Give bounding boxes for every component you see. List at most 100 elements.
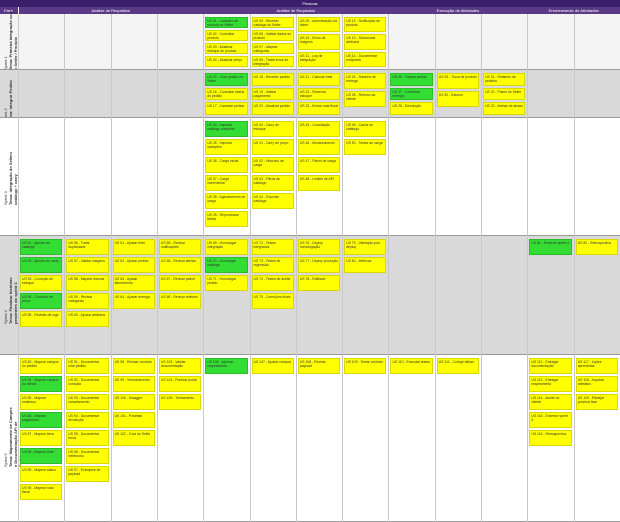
card: US 37 - Carga incremental	[205, 175, 248, 191]
card: US 44 - Exportar catálogo	[251, 193, 294, 209]
card: US 108 - Revisar payload	[297, 358, 341, 374]
sprint-theme: Tema: Primeira integração com o Seller /…	[8, 10, 18, 70]
group-header: Execução de Atividades	[436, 8, 480, 13]
card: US 109 - Testar contrato	[344, 358, 387, 374]
card: US 12 - Notificação de produto	[344, 17, 387, 33]
card: US 18 - Receber pedido	[251, 73, 294, 86]
card: US 20 - Atualizar pedido	[251, 102, 294, 115]
card: US 75 - Correções finais	[251, 293, 294, 309]
column-divider	[434, 14, 436, 522]
card: US 80 - Métricas	[344, 257, 387, 273]
card: US 25 - Retorno ao cliente	[344, 91, 387, 107]
card: US 119 - Planejar próxima fase	[575, 394, 618, 410]
card: US 94 - Documentar devolução	[66, 412, 109, 428]
board-title: Pessoas	[302, 1, 318, 6]
card: US 06 - Validar dados do produto	[251, 30, 294, 41]
column-divider	[342, 14, 344, 522]
card: US 03 - Atualizar estoque do produto	[205, 43, 248, 54]
card: US 07 - Mapear categorias	[251, 43, 294, 54]
card: US 01 - Cadastro de produto no Seller	[205, 17, 248, 28]
card: US 59 - Revisar categorias	[66, 293, 109, 309]
card: US 55 - Revisão de logs	[20, 311, 63, 327]
card: US 66 - Revisar alertas	[158, 257, 202, 273]
card: US 21 - Calcular frete	[297, 73, 341, 86]
card: US 70 - Homologar catálogo	[205, 257, 248, 273]
card: US 23 - Enviar nota fiscal	[297, 102, 341, 115]
card: US 69 - Homologar integração	[205, 239, 248, 255]
sprint-theme: Tema: Integrar Pedido	[8, 80, 13, 122]
card: US 57 - Validar imagens	[66, 257, 109, 273]
card: US 58 - Mapear marcas	[66, 275, 109, 291]
card: US 79 - Validação pós-deploy	[344, 239, 387, 255]
phase-label: Fase	[4, 8, 13, 13]
column-divider	[18, 7, 19, 14]
card: US 43 - Filtros de catálogo	[251, 175, 294, 191]
card: US 105 - Treinamento	[158, 394, 202, 410]
card: US 61 - Ajustar frete	[112, 239, 155, 255]
card: US 103 - Validar documentação	[158, 358, 202, 374]
card: US 45 - Conciliação	[297, 121, 341, 137]
card: US 49 - Cache de catálogo	[344, 121, 387, 137]
card: US 52 - Ajustes de carry	[20, 257, 63, 273]
card: US 54 - Correção de preço	[20, 293, 63, 309]
card: US 73 - Testes de regressão	[251, 257, 294, 273]
row-divider	[0, 354, 620, 355]
card: US 39 - Reprocessar falhas	[205, 211, 248, 227]
card: US 99 - Versionamento	[112, 376, 155, 392]
card: US 106 - Aprovar mapeamento	[205, 358, 248, 374]
sprint-label: Sprint 4 Tema: Finalizar histórias penden…	[3, 264, 18, 324]
column-divider	[18, 14, 19, 522]
column-divider	[573, 14, 575, 522]
column-divider	[295, 14, 297, 522]
group-header: Encerramento de Atividades	[548, 8, 599, 13]
column-divider	[527, 14, 529, 522]
card: US 11 - Log de integração	[297, 51, 341, 67]
card: US 50 - Testes de carga	[344, 139, 387, 155]
card: US 51 - Ajustes de catálogo	[20, 239, 63, 255]
card: US 28 - Devolução	[390, 102, 433, 115]
card: US 93 - Documentar cancelamento	[66, 394, 109, 410]
column-divider	[64, 14, 66, 522]
card: US 36 - Carga inicial	[205, 157, 248, 173]
card: US 68 - Revisar relatório	[158, 293, 202, 309]
card: US 91 - Documentar criar pedido	[66, 358, 109, 374]
card: US 74 - Testes de aceite	[251, 275, 294, 291]
card: US 02 - Consultar produto	[205, 30, 248, 41]
card: US 90 - Mapear nota fiscal	[20, 484, 63, 500]
row-divider	[0, 117, 620, 118]
card: US 102 - Guia do Seller	[112, 430, 155, 446]
card: US 113 - Entregar mapeamento	[529, 376, 572, 392]
column-divider	[249, 14, 251, 522]
card: US 89 - Mapear status	[20, 466, 63, 482]
card: US 19 - Validar pagamento	[251, 87, 294, 101]
card: US 76 - Deploy homologação	[297, 239, 341, 255]
card: US 05 - Receber catálogo do Seller	[251, 17, 294, 28]
card: US 62 - Ajustar pedido	[112, 257, 155, 273]
card: US 115 - Encerrar sprint 5	[529, 412, 572, 428]
card: US 114 - Aceite do cliente	[529, 394, 572, 410]
card: US 118 - Arquivar artefatos	[575, 376, 618, 392]
group-header: Análise de Requisitos	[276, 8, 316, 13]
card: US 86 - Mapear pagamento	[20, 412, 63, 428]
top-bar: Pessoas	[0, 0, 620, 7]
card: US 67 - Revisar painel	[158, 275, 202, 291]
column-divider	[203, 14, 205, 522]
card: US 46 - Monitoramento	[297, 139, 341, 155]
card: US 22 - Reservar estoque	[297, 87, 341, 101]
card: US 83 - Mapear campos do pedido	[20, 358, 63, 374]
group-header: Análise de Requisitos	[91, 8, 130, 13]
header-row: Fase	[0, 7, 620, 14]
sprint-theme: Tema: Finalizar histórias pendentes do s…	[8, 276, 18, 324]
column-divider	[481, 14, 483, 522]
card: US 88 - Mapear frete	[20, 448, 63, 464]
card: US 60 - Ajustar atributos	[66, 311, 109, 327]
card: US 78 - Rollback	[297, 275, 341, 291]
card: US 116 - Retrospectiva	[529, 430, 572, 446]
card: US 31 - Relatório de pedidos	[483, 73, 526, 86]
card: US 112 - Entregar documentação	[529, 358, 572, 374]
card: US 38 - Agendamento de carga	[205, 193, 248, 209]
card: US 42 - Histórico de carga	[251, 157, 294, 173]
row-divider	[0, 235, 620, 236]
card: US 71 - Homologar pedido	[205, 275, 248, 291]
